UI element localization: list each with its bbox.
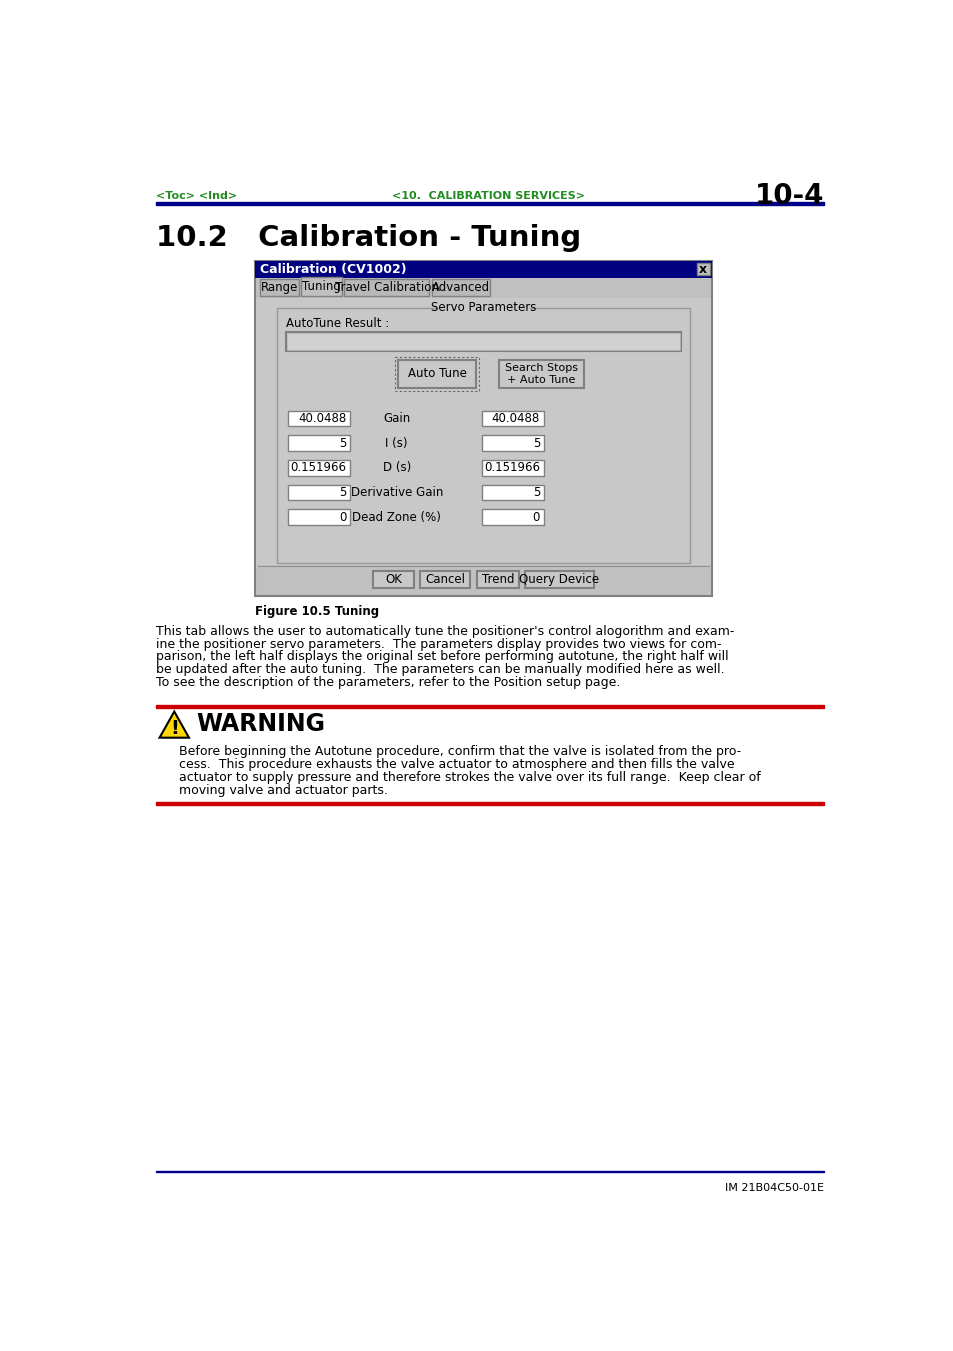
Text: Derivative Gain: Derivative Gain [350, 486, 442, 499]
Text: 0.151966: 0.151966 [483, 461, 539, 474]
Text: Range: Range [261, 281, 298, 295]
Text: OK: OK [385, 573, 401, 586]
Text: 5: 5 [338, 486, 346, 499]
Text: Dead Zone (%): Dead Zone (%) [352, 511, 440, 524]
Text: !: ! [170, 719, 178, 738]
Bar [155, 802, 823, 805]
Text: ine the positioner servo parameters.  The parameters display provides two views : ine the positioner servo parameters. The… [155, 638, 720, 651]
Bar [288, 461, 350, 476]
Bar [255, 299, 711, 567]
Bar [498, 359, 583, 388]
Bar [288, 485, 350, 500]
Text: D (s): D (s) [382, 461, 411, 474]
Text: 40.0488: 40.0488 [297, 412, 346, 426]
Bar [254, 261, 711, 596]
Text: <Toc> <Ind>: <Toc> <Ind> [155, 190, 236, 201]
Text: Now: Now [499, 399, 525, 412]
Text: Gain: Gain [383, 412, 410, 426]
Bar [155, 705, 823, 708]
Text: Cancel: Cancel [425, 573, 465, 586]
Bar [155, 203, 823, 205]
Text: actuator to supply pressure and therefore strokes the valve over its full range.: actuator to supply pressure and therefor… [179, 771, 760, 784]
Text: Original: Original [295, 399, 342, 412]
Bar [436, 303, 530, 313]
Text: Advanced: Advanced [431, 281, 489, 295]
Text: IM 21B04C50-01E: IM 21B04C50-01E [724, 1183, 823, 1193]
Text: Calibration (CV1002): Calibration (CV1002) [260, 262, 407, 276]
Text: AutoTune Result :: AutoTune Result : [286, 316, 389, 330]
Bar [260, 280, 298, 296]
Polygon shape [159, 712, 189, 738]
Bar [373, 571, 414, 588]
Bar [481, 509, 543, 524]
Bar [286, 332, 680, 351]
Text: Travel Calibration: Travel Calibration [335, 281, 438, 295]
Text: moving valve and actuator parts.: moving valve and actuator parts. [179, 784, 387, 797]
Bar [481, 461, 543, 476]
Text: WARNING: WARNING [196, 712, 325, 735]
Bar [431, 280, 489, 296]
Text: 10.2   Calibration - Tuning: 10.2 Calibration - Tuning [155, 224, 580, 251]
Text: 5: 5 [338, 436, 346, 450]
Bar [395, 357, 478, 390]
Text: I (s): I (s) [385, 436, 408, 450]
Bar [481, 485, 543, 500]
Text: Tuning: Tuning [302, 280, 340, 293]
Text: Figure 10.5 Tuning: Figure 10.5 Tuning [254, 605, 378, 617]
Text: 5: 5 [532, 486, 539, 499]
Bar [287, 334, 679, 350]
Text: Search Stops
+ Auto Tune: Search Stops + Auto Tune [504, 363, 578, 385]
Text: Before beginning the Autotune procedure, confirm that the valve is isolated from: Before beginning the Autotune procedure,… [179, 746, 740, 758]
Bar [288, 435, 350, 451]
Bar [301, 277, 341, 296]
Bar [696, 263, 709, 276]
Bar [419, 571, 470, 588]
Text: 0.151966: 0.151966 [290, 461, 346, 474]
Text: 10-4: 10-4 [754, 182, 823, 209]
Bar [481, 435, 543, 451]
Bar [288, 509, 350, 524]
Text: 5: 5 [532, 436, 539, 450]
Text: cess.  This procedure exhausts the valve actuator to atmosphere and then fills t: cess. This procedure exhausts the valve … [179, 758, 734, 771]
Text: 0: 0 [532, 511, 539, 524]
Bar [476, 571, 518, 588]
Bar [254, 261, 711, 277]
Bar [155, 1171, 823, 1173]
Text: be updated after the auto tuning.  The parameters can be manually modified here : be updated after the auto tuning. The pa… [155, 663, 723, 676]
Bar [525, 571, 593, 588]
Bar [481, 411, 543, 426]
Text: x: x [699, 262, 706, 276]
Text: <10.  CALIBRATION SERVICES>: <10. CALIBRATION SERVICES> [392, 190, 585, 201]
Text: To see the description of the parameters, refer to the Position setup page.: To see the description of the parameters… [155, 676, 619, 689]
Text: parison, the left half displays the original set before performing autotune, the: parison, the left half displays the orig… [155, 650, 727, 663]
Text: Query Device: Query Device [518, 573, 598, 586]
Text: 0: 0 [338, 511, 346, 524]
Text: Servo Parameters: Servo Parameters [431, 301, 536, 315]
Bar [288, 411, 350, 426]
Text: Auto Tune: Auto Tune [407, 367, 466, 381]
Text: This tab allows the user to automatically tune the positioner's control alogorit: This tab allows the user to automaticall… [155, 626, 733, 638]
Text: Trend: Trend [481, 573, 514, 586]
Bar [276, 308, 690, 563]
Bar [397, 359, 476, 388]
Text: 40.0488: 40.0488 [492, 412, 539, 426]
Bar [344, 280, 429, 296]
